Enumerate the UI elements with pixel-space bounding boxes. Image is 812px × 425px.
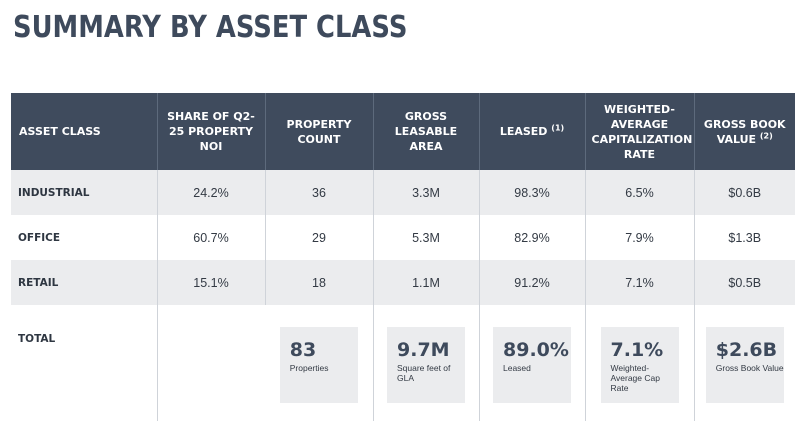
gross-book-value-cell: $0.6B xyxy=(694,170,795,215)
property-count-cell: 36 xyxy=(265,170,374,215)
kpi-card-gla: 9.7M Square feet of GLA xyxy=(387,327,465,403)
header-noi-share: SHARE OF Q2-25 PROPERTY NOI xyxy=(157,93,266,170)
table-row-office: OFFICE 60.7% 29 5.3M 82.9% 7.9% $1.3B xyxy=(11,215,795,260)
cap-rate-cell: 7.9% xyxy=(585,215,695,260)
kpi-card-properties: 83 Properties xyxy=(279,327,358,403)
table-row-industrial: INDUSTRIAL 24.2% 36 3.3M 98.3% 6.5% $0.6… xyxy=(11,170,795,215)
page-title: SUMMARY BY ASSET CLASS xyxy=(13,10,408,45)
cap-rate-cell: 7.1% xyxy=(585,260,695,305)
header-leased: LEASED (1) xyxy=(479,93,586,170)
asset-class-cell: INDUSTRIAL xyxy=(11,170,158,215)
total-leased-cell: 89.0% Leased xyxy=(479,305,586,421)
kpi-value: 9.7M xyxy=(397,339,450,361)
kpi-value: 89.0% xyxy=(503,339,569,361)
kpi-caption: Leased xyxy=(503,363,531,373)
total-label: TOTAL xyxy=(11,305,158,421)
gla-cell: 1.1M xyxy=(373,260,480,305)
footnote-2: (2) xyxy=(759,130,773,140)
footnote-1: (1) xyxy=(551,123,565,133)
asset-class-cell: OFFICE xyxy=(11,215,158,260)
kpi-card-cap-rate: 7.1% Weighted-Average Cap Rate xyxy=(600,327,679,403)
gla-cell: 3.3M xyxy=(373,170,480,215)
header-gla: GROSS LEASABLE AREA xyxy=(373,93,480,170)
header-gross-book-value: GROSS BOOK VALUE (2) xyxy=(694,93,795,170)
kpi-card-gross-book-value: $2.6B Gross Book Value xyxy=(705,327,784,403)
total-gla-cell: 9.7M Square feet of GLA xyxy=(373,305,480,421)
leased-cell: 82.9% xyxy=(479,215,586,260)
table-row-retail: RETAIL 15.1% 18 1.1M 91.2% 7.1% $0.5B xyxy=(11,260,795,305)
kpi-caption: Gross Book Value xyxy=(715,363,784,373)
kpi-caption: Properties xyxy=(289,363,329,373)
property-count-cell: 18 xyxy=(265,260,374,305)
kpi-caption: Weighted-Average Cap Rate xyxy=(610,363,660,393)
gross-book-value-cell: $1.3B xyxy=(728,230,762,245)
kpi-card-leased: 89.0% Leased xyxy=(493,327,571,403)
gla-cell: 5.3M xyxy=(373,215,480,260)
kpi-value: 83 xyxy=(289,339,317,361)
asset-class-cell: RETAIL xyxy=(11,260,158,305)
gross-book-value-cell: $0.5B xyxy=(694,260,795,305)
noi-share-cell: 24.2% xyxy=(157,170,266,215)
asset-class-table: ASSET CLASS SHARE OF Q2-25 PROPERTY NOI … xyxy=(11,93,795,421)
table-row-total: TOTAL 83 Properties 9.7M Square feet of … xyxy=(11,305,795,421)
header-asset-class: ASSET CLASS xyxy=(11,93,158,170)
total-noi-share-cell xyxy=(157,305,265,421)
leased-cell: 98.3% xyxy=(479,170,586,215)
kpi-value: $2.6B xyxy=(715,339,778,361)
total-cap-rate-cell: 7.1% Weighted-Average Cap Rate xyxy=(585,305,695,421)
noi-share-cell: 15.1% xyxy=(157,260,266,305)
table-header-row: ASSET CLASS SHARE OF Q2-25 PROPERTY NOI … xyxy=(11,93,795,170)
header-cap-rate: WEIGHTED-AVERAGE CAPITALIZATION RATE xyxy=(585,93,695,170)
cap-rate-cell: 6.5% xyxy=(585,170,695,215)
total-property-count-cell: 83 Properties xyxy=(265,305,374,421)
kpi-value: 7.1% xyxy=(610,339,664,361)
header-property-count: PROPERTY COUNT xyxy=(265,93,374,170)
property-count-cell: 29 xyxy=(265,215,374,260)
kpi-caption: Square feet of GLA xyxy=(397,363,451,383)
total-gross-book-value-cell: $2.6B Gross Book Value xyxy=(694,305,795,421)
noi-share-cell: 60.7% xyxy=(157,215,266,260)
leased-cell: 91.2% xyxy=(479,260,586,305)
